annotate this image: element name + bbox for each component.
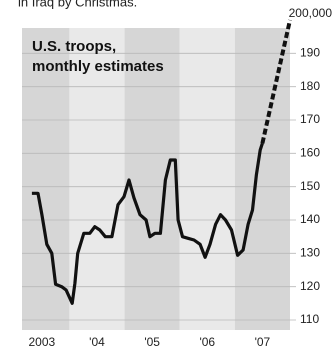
y-tick-label: 170 (300, 112, 320, 126)
x-tick-label: '04 (89, 335, 105, 349)
y-tick-label: 150 (300, 179, 320, 193)
chart-title: U.S. troops, (32, 38, 116, 55)
y-tick-label: 190 (300, 46, 320, 60)
y-tick-label: 180 (300, 79, 320, 93)
x-tick-label: 2003 (29, 335, 56, 349)
year-band (22, 28, 70, 330)
data-line (260, 19, 292, 144)
y-tick-label: 110 (300, 312, 319, 326)
y-tick-label: 130 (300, 246, 320, 260)
y-tick-label: 120 (300, 279, 320, 293)
x-tick-label: '05 (144, 335, 160, 349)
year-band (124, 28, 180, 330)
x-tick-label: '07 (255, 335, 271, 349)
y-tick-label: 200,000 (289, 6, 333, 20)
year-band (69, 28, 125, 330)
y-tick-label: 140 (300, 212, 320, 226)
year-band (234, 28, 290, 330)
chart-title: monthly estimates (32, 58, 164, 75)
x-tick-label: '06 (199, 335, 215, 349)
y-tick-label: 160 (300, 146, 320, 160)
top-caption: in Iraq by Christmas. (18, 0, 137, 9)
year-band (179, 28, 235, 330)
data-line (31, 142, 264, 305)
